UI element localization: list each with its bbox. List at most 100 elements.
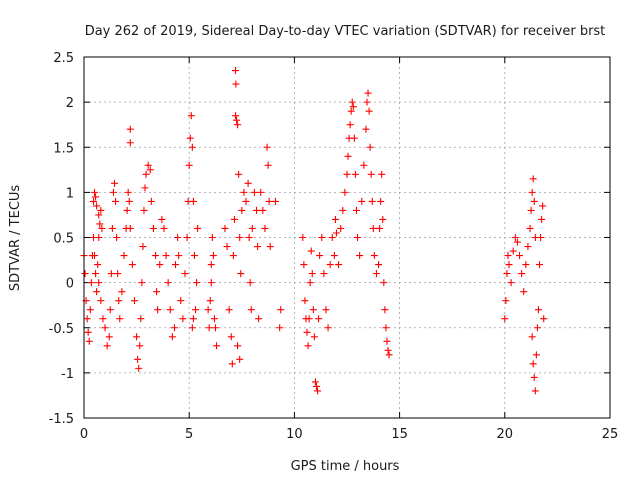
data-point <box>528 188 536 196</box>
data-point <box>126 125 134 133</box>
data-point <box>306 279 314 287</box>
data-point <box>193 279 201 287</box>
data-point <box>314 387 322 395</box>
data-point <box>534 306 542 314</box>
data-point <box>147 197 155 205</box>
data-point <box>250 188 258 196</box>
data-point <box>194 224 202 232</box>
data-point <box>504 252 512 260</box>
data-point <box>524 243 532 251</box>
data-point <box>160 224 168 232</box>
data-point <box>123 206 131 214</box>
data-point <box>527 206 535 214</box>
data-point <box>116 315 124 323</box>
data-point <box>245 234 253 241</box>
data-point <box>134 355 142 363</box>
data-point <box>207 279 215 287</box>
x-tick-label: 15 <box>391 427 408 442</box>
data-point <box>84 328 92 336</box>
data-point <box>247 306 255 314</box>
data-point <box>277 306 285 314</box>
data-point <box>265 197 273 205</box>
data-point <box>307 247 315 255</box>
data-point <box>328 234 336 241</box>
data-point <box>522 261 530 269</box>
data-point <box>381 306 389 314</box>
data-point <box>248 224 256 232</box>
data-point <box>369 224 377 232</box>
data-point <box>503 270 511 278</box>
data-point <box>233 116 241 124</box>
data-point <box>133 333 141 341</box>
data-point <box>204 306 212 314</box>
chart-title: Day 262 of 2019, Sidereal Day-to-day VTE… <box>85 24 606 39</box>
data-point <box>383 337 391 345</box>
data-point <box>189 315 197 323</box>
data-point <box>115 297 123 305</box>
data-point <box>384 346 392 354</box>
data-point <box>97 297 105 305</box>
y-tick-label: 1 <box>66 186 74 201</box>
data-point <box>231 67 239 75</box>
data-point <box>320 270 328 278</box>
data-point <box>206 297 214 305</box>
data-point <box>308 270 316 278</box>
x-tick-label: 0 <box>80 427 88 442</box>
data-point <box>126 139 134 147</box>
y-tick-label: 2.5 <box>53 51 74 66</box>
data-point <box>332 229 340 237</box>
data-point <box>111 179 119 187</box>
data-point <box>152 252 160 260</box>
data-point <box>93 202 101 210</box>
data-point <box>349 103 357 111</box>
data-point <box>130 297 138 305</box>
data-point <box>533 324 541 332</box>
data-point <box>95 234 103 241</box>
data-point <box>516 252 524 260</box>
x-axis-label: GPS time / hours <box>291 459 400 474</box>
data-point <box>89 197 97 205</box>
data-point <box>128 261 136 269</box>
data-point <box>540 315 548 323</box>
data-point <box>166 306 174 314</box>
data-point <box>156 261 164 269</box>
x-tick-label: 5 <box>185 427 193 442</box>
data-point <box>528 333 536 341</box>
data-point <box>363 98 371 106</box>
data-point <box>255 315 263 323</box>
data-point <box>135 364 143 372</box>
plot-frame <box>83 56 611 419</box>
data-point <box>234 121 242 129</box>
data-point <box>276 324 284 332</box>
data-point <box>230 215 238 223</box>
data-point <box>246 279 254 287</box>
data-point <box>350 134 358 142</box>
data-point <box>96 220 104 228</box>
data-point <box>536 261 544 269</box>
data-point <box>186 134 194 142</box>
data-point <box>120 252 128 260</box>
data-point <box>87 279 95 287</box>
data-point <box>264 161 272 169</box>
data-point <box>172 261 180 269</box>
data-point <box>324 324 332 332</box>
data-point <box>223 243 231 251</box>
data-point <box>209 252 217 260</box>
data-point <box>356 252 364 260</box>
data-point <box>365 107 373 115</box>
data-point <box>370 252 378 260</box>
data-point <box>212 324 219 332</box>
data-point <box>351 170 359 178</box>
data-point <box>205 324 213 332</box>
data-point <box>225 306 233 314</box>
data-point <box>95 279 103 287</box>
data-point <box>142 170 150 178</box>
data-point <box>83 315 91 323</box>
data-point <box>125 197 133 205</box>
data-point <box>95 211 103 219</box>
data-point <box>537 234 545 241</box>
data-point <box>137 315 145 323</box>
data-point <box>154 306 162 314</box>
data-point <box>94 261 102 269</box>
data-point <box>208 234 216 241</box>
